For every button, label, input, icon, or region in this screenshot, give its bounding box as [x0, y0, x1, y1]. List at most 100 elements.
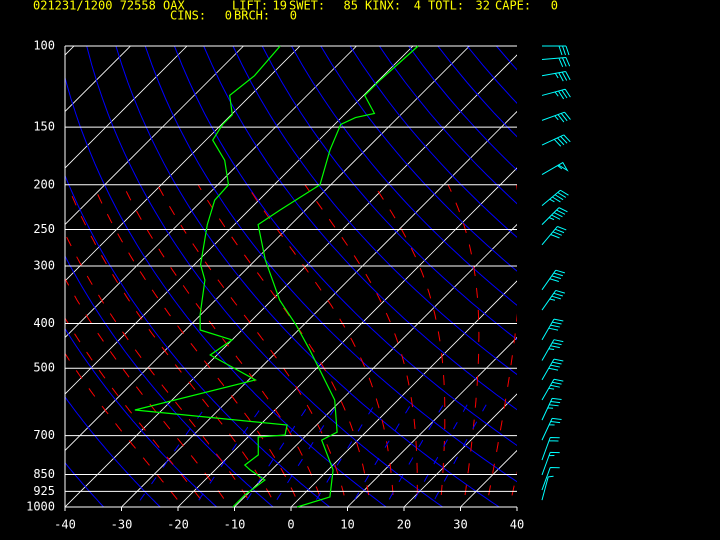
y-tick-label: 150 — [33, 120, 55, 134]
wind-barb — [541, 358, 564, 381]
wind-barb — [541, 318, 564, 341]
background-lines — [65, 25, 720, 517]
index-value: 19 — [273, 0, 287, 13]
moist-adiabat — [65, 317, 208, 507]
wind-barb — [541, 397, 562, 421]
moist-adiabat — [197, 184, 371, 507]
y-tick-label: 925 — [33, 484, 55, 498]
dry-adiabat — [378, 46, 517, 205]
wind-barb — [541, 134, 571, 147]
y-tick-label: 250 — [33, 222, 55, 236]
wind-barb — [541, 189, 569, 207]
index-value: 0 — [290, 9, 297, 23]
mixing-ratio-line — [193, 404, 264, 507]
index-value: 0 — [225, 9, 232, 23]
dry-adiabat — [593, 25, 720, 517]
moist-adiabat — [373, 184, 446, 507]
mixing-ratio-line — [241, 404, 310, 507]
mixing-ratio-line — [134, 404, 208, 507]
dry-adiabat — [437, 46, 517, 138]
moist-adiabat — [508, 470, 517, 507]
wind-barb — [541, 451, 560, 476]
wind-barb — [541, 289, 566, 311]
isotherm — [65, 46, 245, 226]
index-value: 32 — [476, 0, 490, 13]
wind-barb — [541, 269, 566, 291]
index-label: CAPE: — [495, 0, 531, 13]
wind-barb — [542, 45, 570, 56]
isotherm — [346, 336, 517, 507]
mixing-ratio-line — [271, 404, 338, 507]
isotherm — [65, 54, 517, 507]
mixing-ratio-line — [430, 404, 487, 507]
dry-adiabat — [65, 327, 218, 507]
isotherm — [516, 506, 517, 507]
mixing-ratio-line — [349, 404, 412, 507]
wind-barb — [541, 378, 564, 401]
isotherm — [120, 110, 517, 507]
wind-barb — [541, 226, 567, 246]
isotherm — [65, 46, 358, 339]
dry-adiabat — [621, 25, 720, 517]
wind-barb — [541, 417, 562, 441]
y-tick-label: 100 — [33, 39, 55, 53]
moist-adiabat — [485, 184, 517, 507]
isotherm — [65, 46, 188, 169]
isotherm — [65, 46, 414, 395]
moist-adiabat — [66, 184, 277, 507]
dry-adiabat — [495, 46, 517, 71]
x-tick-label: 0 — [287, 518, 294, 532]
x-tick-label: 40 — [510, 518, 524, 532]
isotherm — [403, 393, 517, 507]
y-tick-label: 700 — [33, 428, 55, 442]
y-tick-label: 1000 — [26, 500, 55, 514]
dry-adiabat — [65, 75, 388, 507]
dry-adiabat — [320, 46, 517, 272]
dry-adiabat — [349, 46, 517, 238]
moist-adiabat — [157, 184, 348, 507]
index-value: 0 — [551, 0, 558, 13]
dry-adiabat — [565, 25, 720, 517]
dry-adiabat — [466, 46, 517, 104]
isotherm — [177, 167, 517, 507]
dry-adiabat — [290, 46, 517, 306]
index-value: 4 — [414, 0, 421, 13]
wind-barb — [541, 56, 571, 67]
wind-barb — [541, 339, 564, 361]
y-tick-label: 200 — [33, 177, 55, 191]
dry-adiabat — [650, 25, 720, 517]
isotherm — [233, 223, 517, 507]
wind-barb — [541, 88, 571, 100]
moist-adiabat — [246, 184, 395, 507]
x-tick-label: -40 — [54, 518, 76, 532]
profile-line — [134, 45, 288, 508]
moist-adiabat — [530, 185, 618, 517]
y-tick-label: 300 — [33, 258, 55, 272]
moist-adiabat — [65, 277, 231, 507]
isotherm — [65, 46, 132, 113]
x-tick-label: 20 — [397, 518, 411, 532]
x-tick-label: 30 — [453, 518, 467, 532]
x-tick-label: -20 — [167, 518, 189, 532]
x-tick-label: -30 — [111, 518, 133, 532]
isotherm — [65, 46, 301, 282]
wind-barb — [541, 467, 560, 491]
dry-adiabat — [508, 25, 720, 517]
mixing-ratio-line — [311, 404, 375, 507]
y-tick-label: 850 — [33, 467, 55, 481]
moist-adiabat — [122, 184, 324, 507]
isotherm — [65, 46, 471, 452]
wind-barb — [541, 161, 569, 175]
mixing-ratio-line — [409, 404, 468, 507]
x-tick-label: -10 — [224, 518, 246, 532]
isotherm — [564, 25, 720, 517]
dry-adiabat — [65, 461, 105, 507]
wind-barb — [541, 207, 568, 225]
wind-barb — [541, 71, 571, 82]
index-label: BRCH: — [234, 9, 270, 23]
profile-line — [257, 45, 419, 508]
index-label: SWET: — [289, 0, 325, 13]
moist-adiabat — [65, 232, 254, 507]
